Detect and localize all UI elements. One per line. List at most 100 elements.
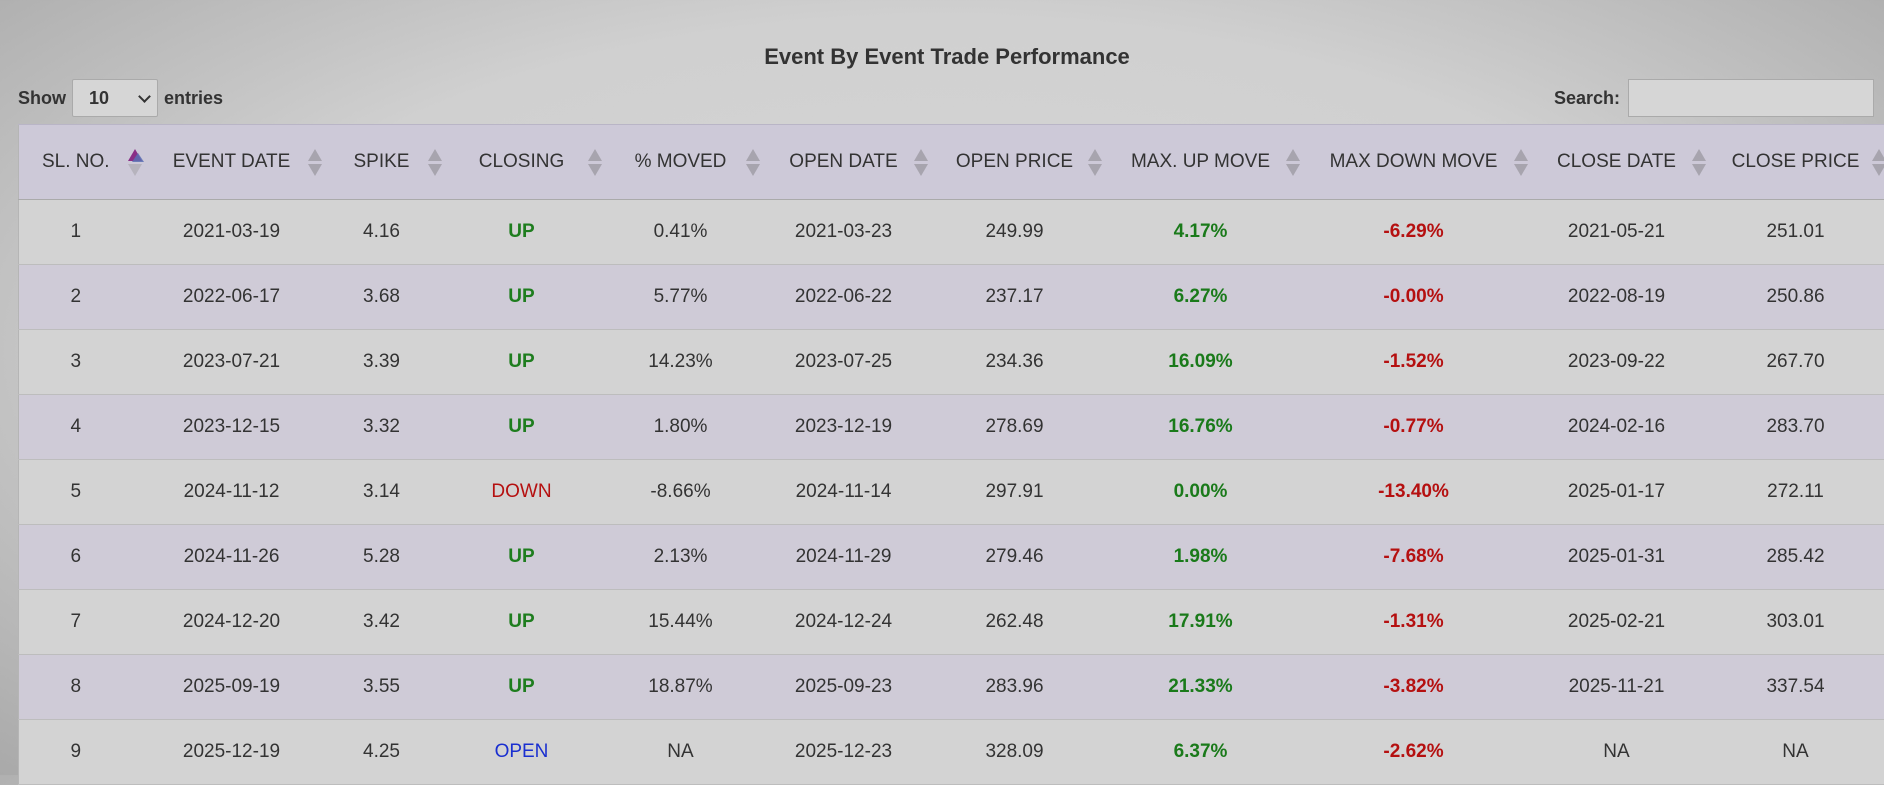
cell-open-date: 2025-09-23 (769, 655, 937, 720)
column-header-open-date[interactable]: OPEN DATE (769, 125, 937, 200)
column-header-open-price[interactable]: OPEN PRICE (937, 125, 1111, 200)
cell-sl-no: 4 (19, 395, 151, 460)
cell-max-up-move: 16.09% (1111, 330, 1309, 395)
column-header-pct-moved[interactable]: % MOVED (611, 125, 769, 200)
cell-open-price: 278.69 (937, 395, 1111, 460)
cell-closing: UP (451, 265, 611, 330)
cell-max-up-move: 0.00% (1111, 460, 1309, 525)
sort-arrows-icon[interactable] (587, 147, 603, 179)
sort-arrows-icon[interactable] (1087, 147, 1103, 179)
cell-closing: UP (451, 330, 611, 395)
column-header-label: OPEN PRICE (956, 151, 1073, 172)
cell-open-price: 234.36 (937, 330, 1111, 395)
cell-max-down-move: -7.68% (1309, 525, 1537, 590)
cell-open-date: 2022-06-22 (769, 265, 937, 330)
cell-closing: UP (451, 395, 611, 460)
sort-arrows-icon[interactable] (307, 147, 323, 179)
sort-arrows-icon[interactable] (745, 147, 761, 179)
cell-open-price: 237.17 (937, 265, 1111, 330)
column-header-label: CLOSE DATE (1557, 151, 1676, 172)
cell-close-date: 2025-11-21 (1537, 655, 1715, 720)
cell-sl-no: 8 (19, 655, 151, 720)
cell-max-down-move: -3.82% (1309, 655, 1537, 720)
cell-event-date: 2024-11-26 (151, 525, 331, 590)
cell-open-price: 283.96 (937, 655, 1111, 720)
sort-arrows-icon[interactable] (1285, 147, 1301, 179)
show-label: Show (18, 88, 66, 109)
cell-event-date: 2025-09-19 (151, 655, 331, 720)
cell-spike: 3.42 (331, 590, 451, 655)
cell-close-date: 2022-08-19 (1537, 265, 1715, 330)
cell-close-price: 337.54 (1715, 655, 1884, 720)
cell-open-price: 249.99 (937, 200, 1111, 265)
cell-closing: UP (451, 655, 611, 720)
column-header-spike[interactable]: SPIKE (331, 125, 451, 200)
column-header-max-down-move[interactable]: MAX DOWN MOVE (1309, 125, 1537, 200)
column-header-label: EVENT DATE (173, 151, 291, 172)
cell-pct-moved: 18.87% (611, 655, 769, 720)
cell-close-date: 2025-01-31 (1537, 525, 1715, 590)
entries-select[interactable]: 10 (72, 79, 158, 117)
cell-closing: UP (451, 525, 611, 590)
column-header-label: SL. NO. (42, 151, 110, 172)
cell-spike: 3.39 (331, 330, 451, 395)
cell-sl-no: 2 (19, 265, 151, 330)
column-header-label: OPEN DATE (789, 151, 897, 172)
sort-arrows-icon[interactable] (913, 147, 929, 179)
column-header-sl-no[interactable]: SL. NO. (19, 125, 151, 200)
cell-close-date: 2025-01-17 (1537, 460, 1715, 525)
cell-open-date: 2021-03-23 (769, 200, 937, 265)
cell-spike: 3.68 (331, 265, 451, 330)
cell-max-up-move: 6.27% (1111, 265, 1309, 330)
column-header-event-date[interactable]: EVENT DATE (151, 125, 331, 200)
cell-open-price: 279.46 (937, 525, 1111, 590)
cell-close-date: 2023-09-22 (1537, 330, 1715, 395)
cell-pct-moved: 2.13% (611, 525, 769, 590)
cell-pct-moved: 15.44% (611, 590, 769, 655)
column-header-close-price[interactable]: CLOSE PRICE (1715, 125, 1884, 200)
cell-max-up-move: 4.17% (1111, 200, 1309, 265)
cell-max-down-move: -13.40% (1309, 460, 1537, 525)
sort-arrows-icon[interactable] (1871, 147, 1884, 179)
cell-close-date: 2025-02-21 (1537, 590, 1715, 655)
entries-select-value: 10 (89, 88, 109, 109)
cell-close-date: 2021-05-21 (1537, 200, 1715, 265)
cell-max-up-move: 16.76% (1111, 395, 1309, 460)
sort-arrows-icon[interactable] (427, 147, 443, 179)
cell-spike: 5.28 (331, 525, 451, 590)
search-control: Search: (1554, 78, 1874, 118)
cell-open-date: 2024-12-24 (769, 590, 937, 655)
cell-spike: 4.16 (331, 200, 451, 265)
entries-label: entries (164, 88, 223, 109)
search-input[interactable] (1628, 79, 1874, 117)
column-header-close-date[interactable]: CLOSE DATE (1537, 125, 1715, 200)
page-title: Event By Event Trade Performance (0, 44, 1884, 70)
cell-spike: 3.32 (331, 395, 451, 460)
cell-close-price: 267.70 (1715, 330, 1884, 395)
cell-pct-moved: 14.23% (611, 330, 769, 395)
sort-arrows-icon[interactable] (1513, 147, 1529, 179)
cell-max-down-move: -1.31% (1309, 590, 1537, 655)
cell-close-price: 272.11 (1715, 460, 1884, 525)
sort-arrows-icon[interactable] (1691, 147, 1707, 179)
entries-length-control: Show 10 entries (18, 78, 223, 118)
cell-max-down-move: -0.77% (1309, 395, 1537, 460)
column-header-closing[interactable]: CLOSING (451, 125, 611, 200)
cell-max-down-move: -6.29% (1309, 200, 1537, 265)
cell-pct-moved: -8.66% (611, 460, 769, 525)
cell-open-date: 2024-11-29 (769, 525, 937, 590)
cell-max-up-move: 1.98% (1111, 525, 1309, 590)
sort-arrows-icon[interactable] (127, 147, 143, 179)
column-header-label: MAX DOWN MOVE (1330, 151, 1498, 172)
column-header-max-up-move[interactable]: MAX. UP MOVE (1111, 125, 1309, 200)
cell-max-up-move: 21.33% (1111, 655, 1309, 720)
cell-close-price: 251.01 (1715, 200, 1884, 265)
